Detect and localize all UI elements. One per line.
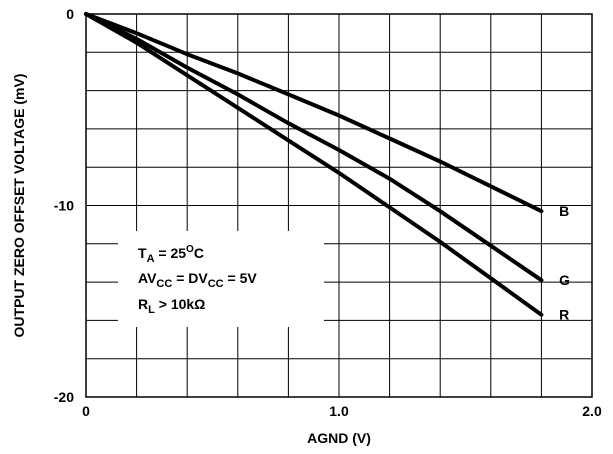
annotation-background (118, 231, 324, 327)
series-line-R (84, 12, 544, 317)
annotation-line-2: AVCC = DVCC = 5V (138, 270, 257, 290)
y-tick-label: -10 (54, 198, 74, 214)
x-tick-label: 2.0 (582, 403, 602, 419)
annotation-line-1: TA = 25OC (138, 244, 204, 265)
x-tick-label: 0 (82, 403, 90, 419)
grid (86, 14, 592, 397)
x-tick-label: 1.0 (329, 403, 349, 419)
series-label-B: B (559, 203, 569, 219)
series-lines: B G R (84, 12, 570, 323)
series-line-B (84, 12, 544, 214)
y-tick-label: 0 (66, 6, 74, 22)
tick-labels: 0 1.0 2.0 0 -10 -20 (54, 6, 602, 419)
conditions-annotation: TA = 25OC AVCC = DVCC = 5V RL > 10kΩ (138, 244, 257, 316)
x-axis-label: AGND (V) (307, 430, 371, 446)
plot-frame (85, 13, 593, 398)
y-tick-label: -20 (54, 389, 74, 405)
series-label-G: G (559, 272, 570, 288)
annotation-line-3: RL > 10kΩ (138, 296, 205, 316)
series-label-R: R (559, 307, 569, 323)
series-line-G (84, 12, 544, 283)
y-axis-label: OUTPUT ZERO OFFSET VOLTAGE (mV) (11, 74, 27, 338)
